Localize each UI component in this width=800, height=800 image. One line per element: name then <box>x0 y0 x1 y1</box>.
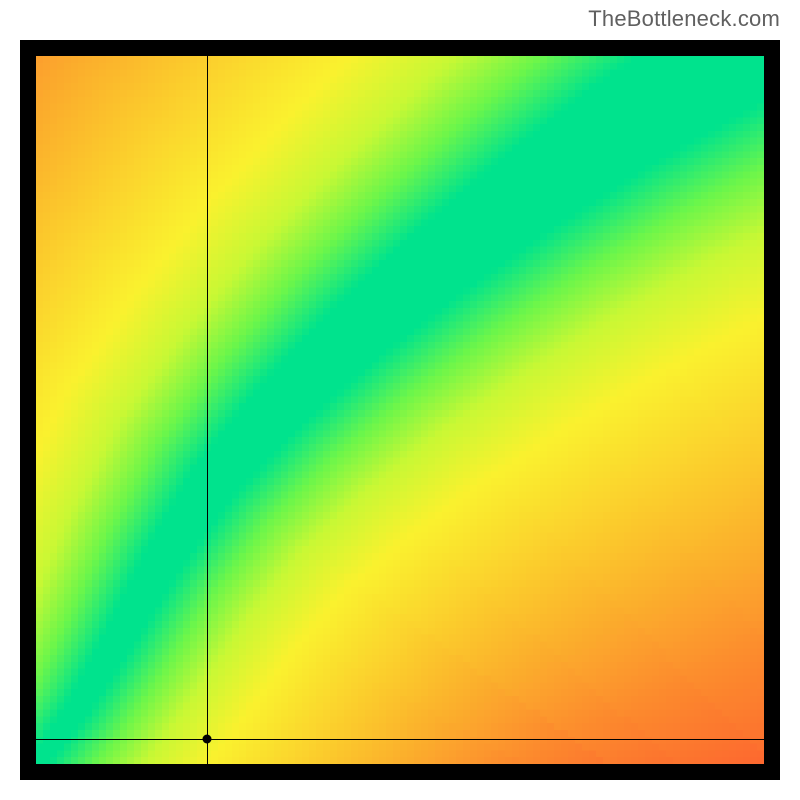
heatmap-frame <box>20 40 780 780</box>
watermark-text: TheBottleneck.com <box>588 6 780 32</box>
crosshair-marker-point <box>203 734 212 743</box>
heatmap-canvas <box>36 56 764 764</box>
heatmap-plot-area <box>36 56 764 764</box>
crosshair-horizontal-line <box>36 739 764 740</box>
crosshair-vertical-line <box>207 56 208 764</box>
